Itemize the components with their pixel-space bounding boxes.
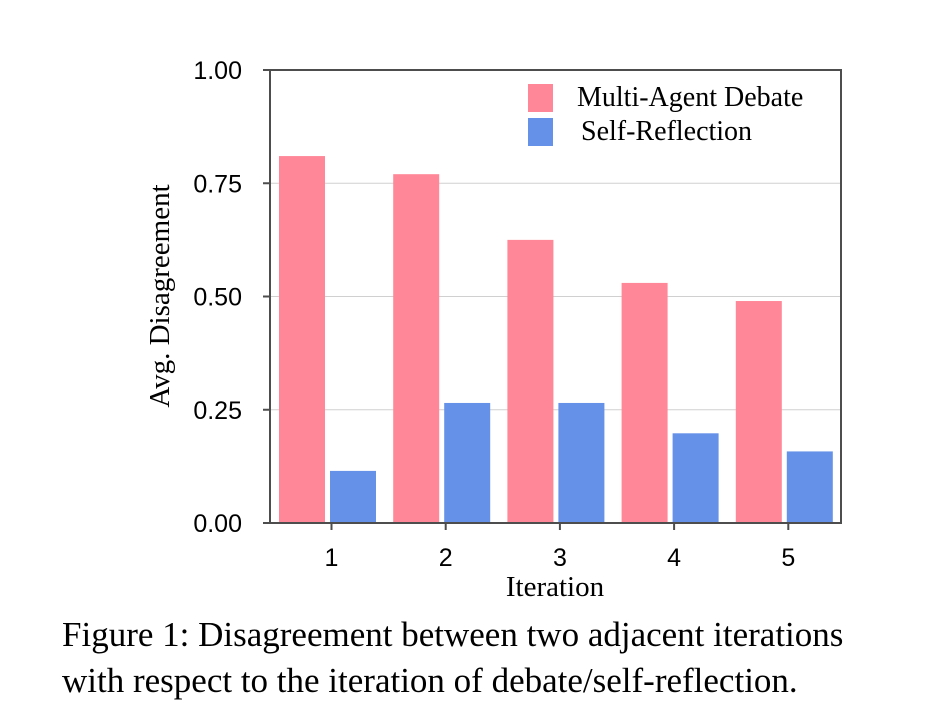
bar-multi-agent-debate-2 <box>393 174 440 523</box>
bar-multi-agent-debate-5 <box>735 301 782 523</box>
caption-line-2: with respect to the iteration of debate/… <box>62 661 798 700</box>
legend-swatch-self-reflection <box>528 118 553 146</box>
legend-swatch-multi-agent-debate <box>528 84 553 112</box>
y-tick-label: 0.00 <box>193 510 242 538</box>
y-axis-label: Avg. Disagreement <box>144 184 176 407</box>
legend: Multi-Agent Debate Self-Reflection <box>528 82 803 147</box>
x-ticks: 1 2 3 4 5 <box>325 523 795 572</box>
bar-chart: 0.00 0.25 0.50 0.75 1.00 1 2 3 4 5 Avg. Disagree… <box>144 57 842 603</box>
x-tick-label: 5 <box>781 544 795 572</box>
bar-self-reflection-1 <box>330 470 376 523</box>
bar-self-reflection-5 <box>786 451 833 523</box>
bars <box>279 156 833 523</box>
y-tick-label: 1.00 <box>193 57 242 85</box>
bar-self-reflection-2 <box>444 402 491 523</box>
y-ticks: 0.00 0.25 0.50 0.75 1.00 <box>193 57 270 538</box>
x-axis-label: Iteration <box>506 571 605 603</box>
y-tick-label: 0.75 <box>193 170 242 198</box>
x-tick-label: 3 <box>553 544 567 572</box>
legend-label-self-reflection: Self-Reflection <box>581 116 752 147</box>
bar-multi-agent-debate-4 <box>621 282 668 523</box>
bar-multi-agent-debate-3 <box>507 239 554 523</box>
x-tick-label: 1 <box>325 544 339 572</box>
bar-self-reflection-3 <box>558 402 605 523</box>
x-tick-label: 4 <box>667 544 681 572</box>
caption-line-1: Figure 1: Disagreement between two adjac… <box>62 615 844 654</box>
y-tick-label: 0.50 <box>193 284 242 312</box>
y-tick-label: 0.25 <box>193 397 242 425</box>
figure-caption: Figure 1: Disagreement between two adjac… <box>62 612 942 704</box>
legend-label-multi-agent-debate: Multi-Agent Debate <box>577 82 803 113</box>
bar-self-reflection-4 <box>672 433 719 523</box>
bar-multi-agent-debate-1 <box>279 156 325 523</box>
x-tick-label: 2 <box>439 544 453 572</box>
